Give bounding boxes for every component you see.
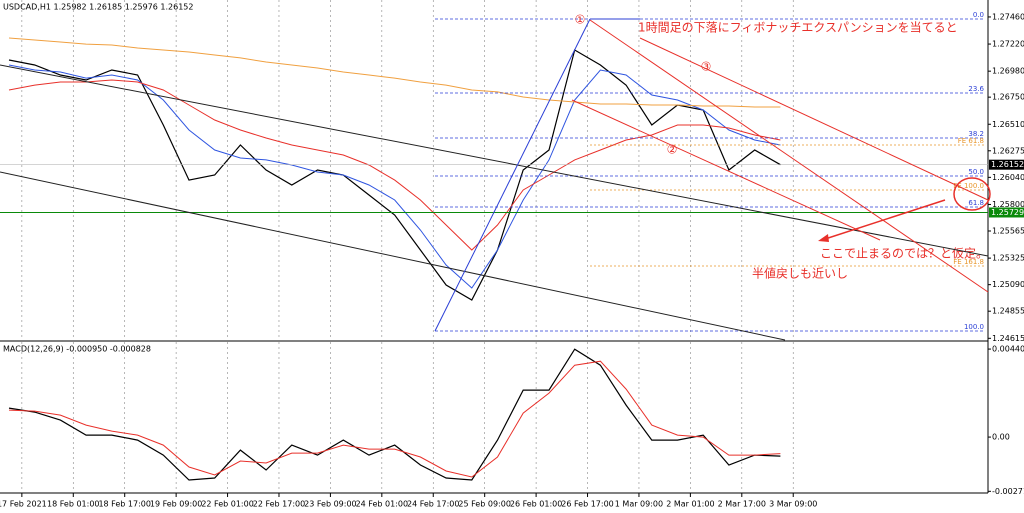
fe-label: FE 100.0: [953, 182, 984, 190]
y-tick-label: 1.26510: [992, 120, 1024, 129]
x-tick-label: 22 Feb 01:00: [201, 500, 253, 509]
fibo-label: 23.6: [968, 85, 984, 93]
price-marker-label: 1.25729: [991, 208, 1024, 217]
fibo-label: 38.2: [968, 130, 984, 138]
y-tick-label: 0.004406: [992, 345, 1024, 354]
fibo-base: [434, 18, 591, 332]
annotation: ③: [701, 60, 712, 74]
x-tick-label: 19 Feb 09:00: [150, 500, 202, 509]
y-tick-label: 1.27220: [992, 40, 1024, 49]
y-tick-label: 1.27460: [992, 12, 1024, 21]
fe-label: FE 61.8: [958, 137, 984, 145]
y-tick-label: 1.25565: [992, 226, 1024, 235]
drawing-objects: [0, 18, 991, 341]
red-channel: [589, 19, 989, 293]
y-tick-label: 1.25090: [992, 280, 1024, 289]
price-marker: [989, 159, 1024, 170]
x-tick-label: 25 Feb 09:00: [458, 500, 510, 509]
y-tick-label: 1.24615: [992, 334, 1024, 343]
x-tick-label: 26 Feb 17:00: [561, 500, 613, 509]
series-line: [8, 49, 781, 301]
annotation: ここで止まるのでは？と仮定。: [820, 246, 988, 261]
red-channel: [639, 37, 989, 201]
y-tick-label: 1.26275: [992, 146, 1024, 155]
x-tick-label: 18 Feb 01:00: [47, 500, 99, 509]
y-tick-label: 1.26980: [992, 67, 1024, 76]
fibo-label: 0.0: [973, 11, 984, 19]
annotation: 半値戻しも近いし: [752, 266, 848, 281]
price-marker-label: 1.26152: [991, 160, 1024, 169]
annotation: 1時間足の下落にフィボナッチエクスパンションを当てると: [638, 21, 958, 35]
fibo-label: 61.8: [968, 199, 984, 207]
red-channel: [571, 99, 881, 241]
x-tick-label: 24 Feb 17:00: [407, 500, 459, 509]
y-tick-label: 1.26750: [992, 93, 1024, 102]
y-tick-label: 1.25325: [992, 254, 1024, 263]
x-tick-label: 26 Feb 01:00: [510, 500, 562, 509]
series-line: [8, 360, 781, 478]
x-tick-label: 2 Mar 01:00: [666, 500, 714, 509]
y-tick-label: 1.24855: [992, 307, 1024, 316]
x-tick-label: 23 Feb 09:00: [304, 500, 356, 509]
price-marker: [989, 207, 1024, 218]
fe-label: FE 161.8: [953, 258, 984, 266]
x-tick-label: 2 Mar 17:00: [718, 500, 766, 509]
x-tick-label: 3 Mar 09:00: [769, 500, 817, 509]
x-tick-label: 22 Feb 17:00: [253, 500, 305, 509]
channel-line: [0, 171, 786, 341]
y-tick-label: 0.00: [992, 433, 1010, 442]
panel-title: MACD(12,26,9) -0.000950 -0.000828: [3, 345, 151, 354]
series-line: [8, 37, 781, 108]
series-line: [8, 348, 781, 481]
y-tick-label: 1.25800: [992, 200, 1024, 209]
annotation: ①: [575, 13, 586, 27]
series-line: [8, 79, 781, 251]
x-tick-label: 17 Feb 2021: [0, 500, 47, 509]
x-tick-label: 24 Feb 01:00: [356, 500, 408, 509]
arrow: [821, 199, 946, 241]
arrow-head: [818, 234, 829, 242]
x-tick-label: 18 Feb 17:00: [98, 500, 150, 509]
fibo-label: 100.0: [964, 323, 984, 331]
channel-line: [0, 64, 989, 257]
fibo-label: 50.0: [968, 168, 984, 176]
x-tick-label: 1 Mar 09:00: [615, 500, 663, 509]
annotation: ②: [667, 143, 678, 157]
panel-title: USDCAD,H1 1.25982 1.26185 1.25976 1.2615…: [3, 3, 193, 12]
y-tick-label: 1.26040: [992, 173, 1024, 182]
highlight-circle: [953, 177, 991, 211]
series-line: [8, 64, 781, 289]
y-tick-label: -0.002715: [992, 487, 1024, 496]
